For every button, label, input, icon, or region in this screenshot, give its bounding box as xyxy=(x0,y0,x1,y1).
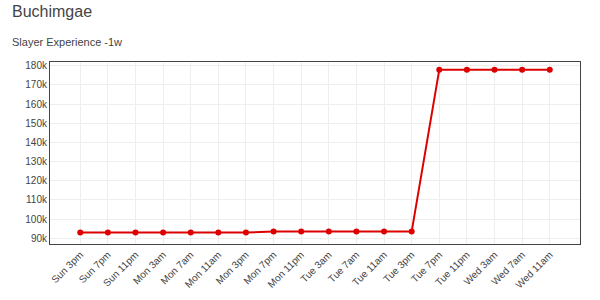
svg-text:Wed 3am: Wed 3am xyxy=(462,249,500,287)
svg-text:Tue 3pm: Tue 3pm xyxy=(381,249,416,284)
svg-text:Wed 11am: Wed 11am xyxy=(513,249,554,290)
svg-text:Tue 11am: Tue 11am xyxy=(350,249,389,288)
svg-text:Mon 7pm: Mon 7pm xyxy=(241,249,278,286)
svg-text:Buchimgae: Buchimgae xyxy=(12,3,92,20)
svg-text:170k: 170k xyxy=(25,79,48,90)
svg-text:Wed 7am: Wed 7am xyxy=(489,249,527,287)
svg-text:Mon 11pm: Mon 11pm xyxy=(265,249,306,290)
svg-text:Tue 11pm: Tue 11pm xyxy=(433,249,472,288)
svg-text:140k: 140k xyxy=(25,137,48,148)
svg-text:110k: 110k xyxy=(26,194,48,205)
svg-text:Slayer Experience -1w: Slayer Experience -1w xyxy=(12,36,122,48)
svg-text:100k: 100k xyxy=(25,214,48,225)
svg-text:Sun 11pm: Sun 11pm xyxy=(101,249,140,288)
svg-text:Tue 3am: Tue 3am xyxy=(298,249,333,284)
svg-text:90k: 90k xyxy=(31,233,48,244)
svg-text:120k: 120k xyxy=(25,175,48,186)
svg-text:Mon 3am: Mon 3am xyxy=(131,249,168,286)
svg-text:180k: 180k xyxy=(25,60,48,71)
svg-text:Sun 3pm: Sun 3pm xyxy=(49,249,85,285)
svg-text:150k: 150k xyxy=(25,118,48,129)
svg-text:130k: 130k xyxy=(25,156,48,167)
svg-text:Mon 7am: Mon 7am xyxy=(158,249,195,286)
svg-text:Tue 7am: Tue 7am xyxy=(326,249,361,284)
svg-text:Tue 7pm: Tue 7pm xyxy=(409,249,444,284)
svg-text:160k: 160k xyxy=(25,99,48,110)
svg-text:Sun 7pm: Sun 7pm xyxy=(77,249,113,285)
svg-text:Mon 3pm: Mon 3pm xyxy=(214,249,251,286)
svg-text:Mon 11am: Mon 11am xyxy=(183,249,224,290)
